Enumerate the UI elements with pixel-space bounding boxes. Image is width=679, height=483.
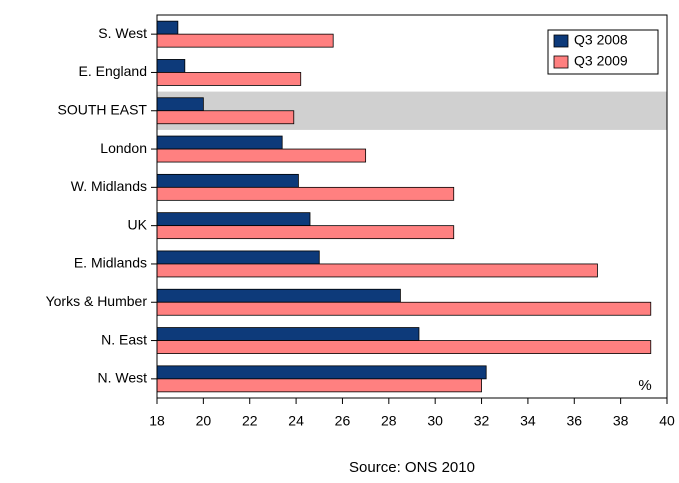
y-tick-label: UK: [128, 216, 148, 232]
x-tick-label: 28: [381, 413, 397, 429]
bar: [156, 340, 652, 354]
bar: [156, 59, 186, 73]
plot-layer: 18 20 22 24 26 28 30 32 34 36 38 40 S. West E. Englan…: [46, 14, 675, 429]
bar: [156, 148, 367, 163]
x-tick-label: 30: [427, 413, 443, 429]
legend-swatch: [553, 55, 569, 69]
bar: [156, 288, 401, 303]
x-tick-label: 36: [566, 413, 582, 429]
x-tick-label: 20: [196, 413, 212, 429]
legend-label: Q3 2009: [574, 53, 628, 69]
plot-frame: [156, 14, 668, 399]
bar: [156, 186, 455, 201]
bar: [156, 72, 302, 86]
x-tick-label: 24: [288, 413, 304, 429]
y-tick-label: N. West: [97, 370, 147, 386]
bar: [156, 263, 598, 278]
bar: [156, 135, 283, 150]
bar: [156, 378, 482, 393]
bar: [156, 33, 334, 48]
bar: [156, 225, 455, 240]
y-tick-label: London: [100, 140, 147, 156]
x-tick-label: 32: [474, 413, 490, 429]
x-tick-label: 40: [659, 413, 675, 429]
bar: [156, 212, 311, 227]
y-tick-label: W. Midlands: [71, 178, 147, 194]
y-tick-label: Yorks & Humber: [46, 293, 148, 309]
bar: [156, 250, 320, 265]
bar: [156, 173, 299, 188]
y-tick-label: N. East: [101, 331, 147, 347]
bar: [156, 20, 179, 35]
y-tick-label: E. Midlands: [74, 255, 147, 271]
bar: [156, 327, 420, 341]
x-tick-label: 26: [335, 413, 351, 429]
x-tick-label: 18: [149, 413, 165, 429]
bar: [156, 301, 652, 316]
y-tick-label: S. West: [98, 25, 147, 41]
x-tick-label: 38: [613, 413, 629, 429]
y-tick-label: SOUTH EAST: [58, 101, 148, 117]
legend-swatch: [553, 34, 569, 48]
x-tick-label: 34: [520, 413, 536, 429]
x-tick-label: 22: [242, 413, 258, 429]
y-tick-label: E. England: [79, 63, 148, 79]
source-note: Source: ONS 2010: [349, 459, 475, 476]
bar: [156, 97, 204, 112]
bar: [156, 110, 295, 125]
unit-label: %: [638, 377, 651, 394]
bar: [156, 365, 487, 380]
legend-label: Q3 2008: [574, 32, 628, 48]
